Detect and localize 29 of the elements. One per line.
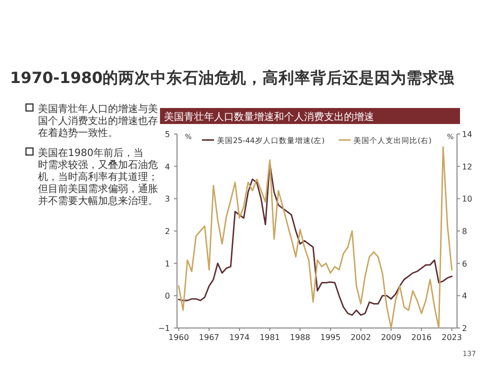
y-tick-label: 2: [164, 227, 170, 236]
y-tick-label: 5: [164, 130, 170, 139]
y-tick-label: 1: [164, 259, 170, 268]
x-tick-label: 1988: [290, 333, 310, 342]
y2-tick-label: 2: [462, 324, 468, 333]
y2-tick-label: 6: [462, 259, 468, 268]
line-series: [178, 146, 452, 329]
y2-tick-label: 8: [462, 227, 468, 236]
y2-tick-label: 12: [462, 162, 472, 172]
y2-tick-label: 4: [462, 292, 468, 301]
x-tick-label: 2009: [380, 333, 402, 342]
y-tick-label: 4: [164, 162, 170, 172]
y-tick-label: −1: [158, 324, 170, 333]
x-tick-label: 1995: [320, 333, 341, 342]
x-tick-label: 2016: [411, 333, 432, 342]
text: 美国青壮年人口的增速与美国个人消费支出的增速也存在着趋势一致性。: [38, 103, 158, 139]
x-tick-label: 2023: [442, 333, 462, 342]
x-tick-label: 1981: [260, 333, 280, 342]
chart-title: 1970-1980的两次中东石油危机，高利率背后还是因为需求强: [10, 68, 456, 87]
y-tick-label: 0: [164, 292, 170, 301]
y-tick-label: 3: [164, 194, 170, 204]
y2-tick-label: 10: [462, 194, 472, 204]
x-tick-label: 1960: [168, 333, 189, 342]
x-tick-label: 1974: [229, 333, 250, 342]
text: 美国在1980年前后，当时需求较强，又叠加石油危机，当时高利率有其道理；但目前美国需求偏弱，通胀并不需要大幅加息来治理。: [38, 147, 158, 207]
x-tick-label: 1967: [198, 333, 220, 342]
chart-subtitle: 美国青壮年人口数量增速和个人消费支出的增速: [164, 111, 374, 123]
x-tick-label: 2002: [350, 333, 371, 342]
y2-tick-label: 14: [462, 130, 472, 139]
